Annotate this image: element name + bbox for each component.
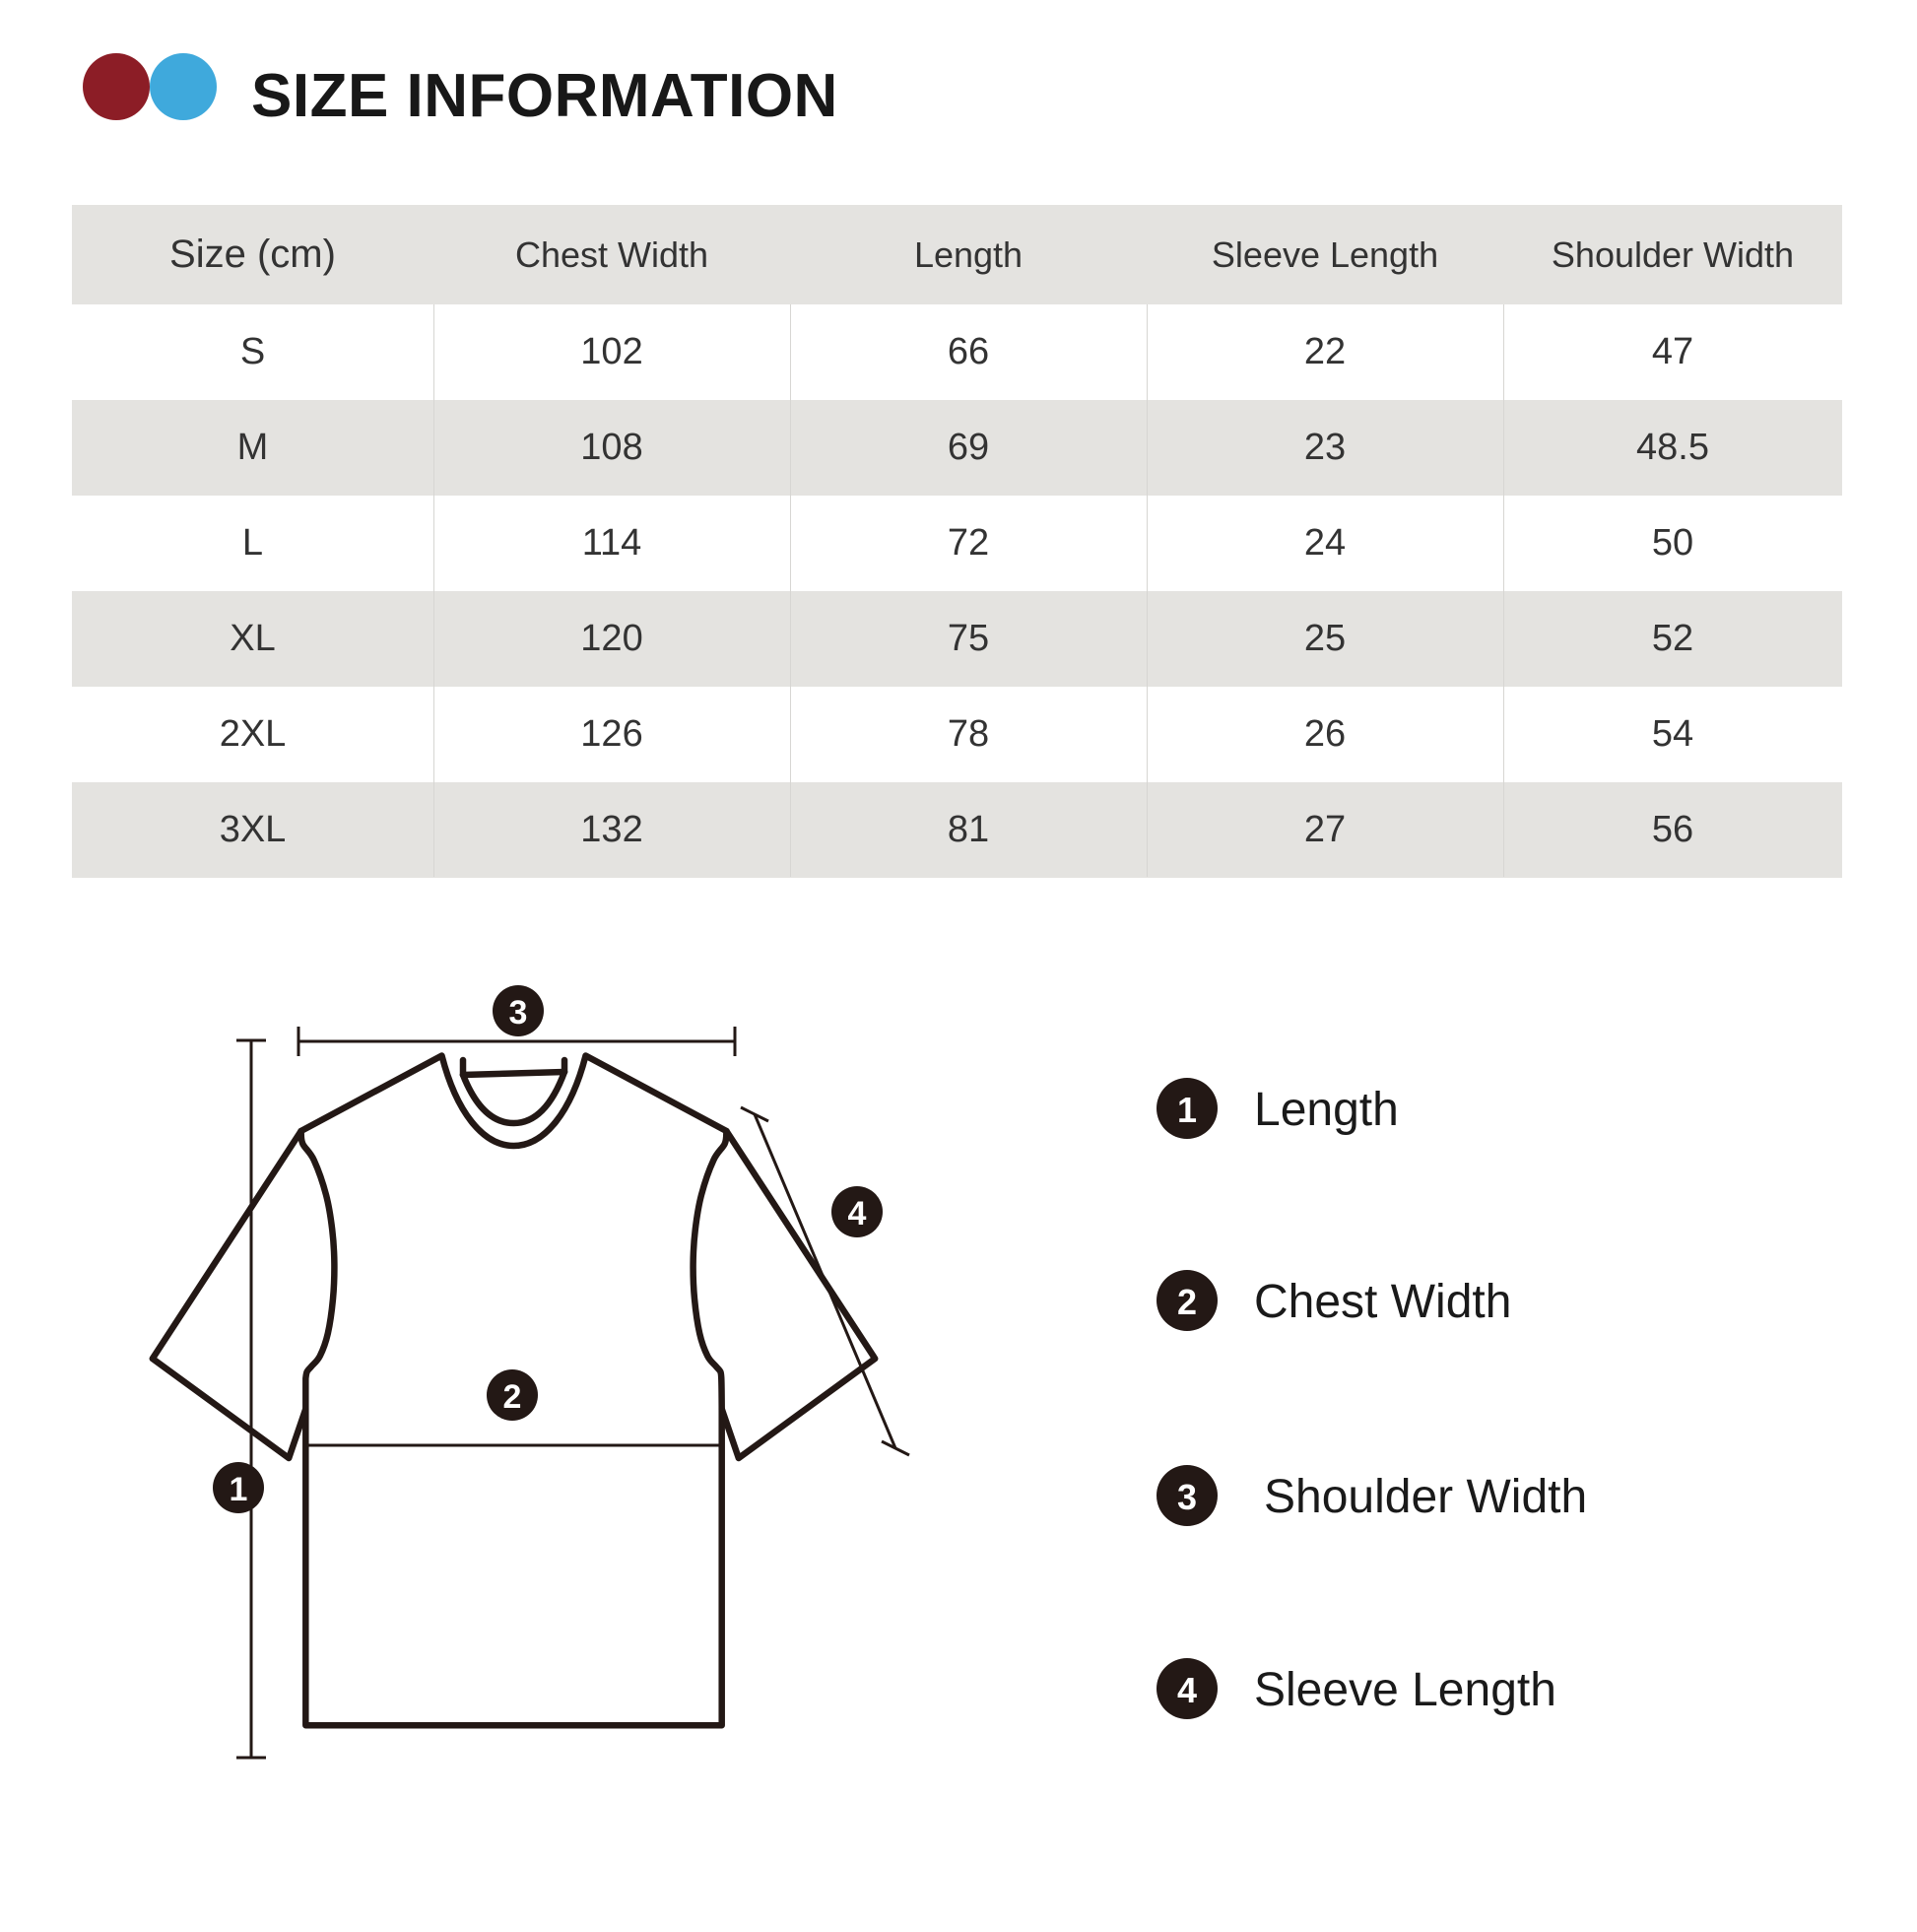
svg-text:2: 2 <box>1177 1282 1197 1322</box>
svg-text:2: 2 <box>503 1378 522 1416</box>
svg-text:3: 3 <box>1177 1477 1197 1517</box>
svg-text:4: 4 <box>848 1195 867 1232</box>
svg-text:Length: Length <box>1254 1084 1399 1136</box>
svg-text:4: 4 <box>1177 1670 1197 1710</box>
svg-text:1: 1 <box>1177 1090 1197 1130</box>
svg-text:Shoulder Width: Shoulder Width <box>1264 1471 1587 1523</box>
svg-text:3: 3 <box>509 994 528 1032</box>
svg-text:Chest Width: Chest Width <box>1254 1276 1511 1328</box>
svg-text:Sleeve Length: Sleeve Length <box>1254 1664 1556 1716</box>
svg-text:1: 1 <box>230 1471 248 1508</box>
